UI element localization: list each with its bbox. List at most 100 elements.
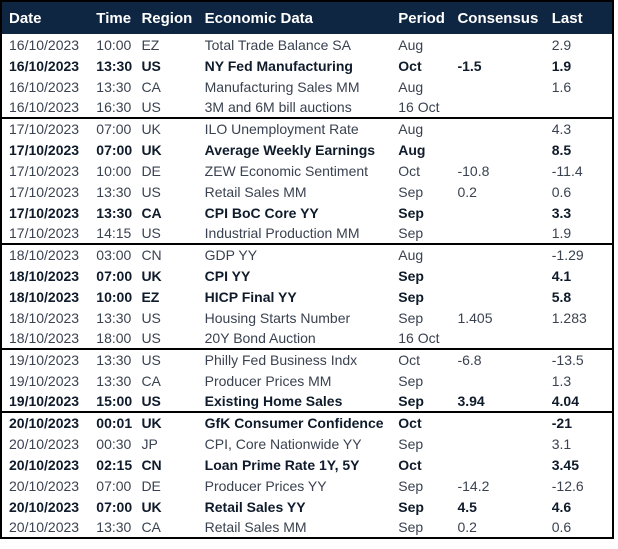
cell-time: 13:30 <box>96 519 132 535</box>
cell-time: 10:00 <box>96 162 132 179</box>
cell-consensus <box>457 139 551 160</box>
cell-time: 07:00 <box>96 498 133 515</box>
table-row: 17/10/2023 13:30 CA CPI BoC Core YY Sep 3.3 <box>1 202 613 223</box>
header-region: Region <box>141 9 193 27</box>
cell-last: 0.6 <box>551 183 572 200</box>
cell-region: US <box>141 183 161 200</box>
cell-time: 10:00 <box>96 288 133 305</box>
cell-date: 16/10/2023 <box>9 78 80 95</box>
cell-event: ILO Unemployment Rate <box>204 117 399 139</box>
cell-date: 20/10/2023 <box>1 411 97 433</box>
cell-last <box>552 97 613 118</box>
table-row: 20/10/2023 07:00 DE Producer Prices YY Sep -1… <box>1 475 613 496</box>
cell-last: 3.3 <box>551 204 572 221</box>
cell-date: 20/10/2023 <box>9 498 80 515</box>
cell-period: 16 Oct <box>398 330 440 346</box>
table-row: 20/10/2023 02:15 CN Loan Prime Rate 1Y, 5Y O… <box>1 454 613 475</box>
cell-time: 07:00 <box>96 267 133 284</box>
cell-last: 1.3 <box>551 372 572 389</box>
cell-time: 02:15 <box>96 456 133 473</box>
cell-last: 8.5 <box>551 141 572 158</box>
cell-date: 17/10/2023 <box>9 204 80 221</box>
cell-period: Aug <box>398 117 458 139</box>
header-row: Date Time Region Economic Data Period Co… <box>1 1 613 34</box>
cell-date: 20/10/2023 <box>9 456 80 473</box>
table-row: 18/10/2023 18:00 US 20Y Bond Auction 16 Oct <box>1 328 613 349</box>
cell-consensus: 3.94 <box>457 393 485 409</box>
table-row: 17/10/2023 13:30 US Retail Sales MM Sep 0.2 0.… <box>1 181 613 202</box>
cell-period: Oct <box>398 411 458 433</box>
cell-event: CPI YY <box>204 267 251 284</box>
cell-last: 1.283 <box>551 309 587 326</box>
cell-consensus: -1.5 <box>457 57 482 74</box>
cell-consensus <box>457 76 551 97</box>
table-row: 17/10/2023 07:00 UK Average Weekly Earnings… <box>1 139 613 160</box>
cell-event: CPI BoC Core YY <box>204 204 319 221</box>
cell-event: Philly Fed Business Indx <box>204 348 399 370</box>
cell-last: 4.6 <box>551 498 572 515</box>
cell-period: 16 Oct <box>398 99 440 115</box>
table-row: 18/10/2023 03:00 CN GDP YY Aug -1.29 <box>1 243 613 265</box>
cell-date: 17/10/2023 <box>1 117 97 139</box>
cell-date: 18/10/2023 <box>9 309 80 326</box>
cell-last: 0.6 <box>551 519 572 535</box>
cell-time: 13:30 <box>96 309 132 326</box>
cell-consensus <box>457 97 551 118</box>
cell-region: UK <box>141 267 162 284</box>
cell-region: DE <box>141 162 161 179</box>
cell-time: 07:00 <box>96 141 133 158</box>
table-row: 18/10/2023 07:00 UK CPI YY Sep 4.1 <box>1 265 613 286</box>
cell-period: Sep <box>398 204 424 221</box>
cell-date: 20/10/2023 <box>9 519 80 535</box>
cell-region: DE <box>141 477 161 494</box>
cell-consensus <box>457 454 551 475</box>
cell-last: 5.8 <box>551 288 572 305</box>
cell-consensus: 0.2 <box>457 519 477 535</box>
cell-date: 20/10/2023 <box>9 477 80 494</box>
cell-event: Existing Home Sales <box>204 393 343 409</box>
cell-consensus <box>457 243 552 265</box>
cell-consensus: -6.8 <box>457 348 552 370</box>
cell-region: UK <box>141 411 205 433</box>
cell-date: 19/10/2023 <box>1 348 97 370</box>
cell-date: 18/10/2023 <box>9 267 80 284</box>
table-row: 19/10/2023 15:00 US Existing Home Sales Sep 3… <box>1 391 613 412</box>
header-date: Date <box>9 9 42 27</box>
economic-calendar-table: Date Time Region Economic Data Period Co… <box>0 0 614 539</box>
cell-time: 07:00 <box>96 477 132 494</box>
cell-date: 19/10/2023 <box>9 393 80 409</box>
cell-event: GDP YY <box>204 243 399 265</box>
cell-time: 00:30 <box>96 435 132 452</box>
table-row: 18/10/2023 13:30 US Housing Starts Number Se… <box>1 307 613 328</box>
cell-region: UK <box>141 498 162 515</box>
table-row: 16/10/2023 16:30 US 3M and 6M bill auctions… <box>1 97 613 118</box>
cell-event: HICP Final YY <box>204 288 297 305</box>
cell-consensus <box>457 223 551 244</box>
cell-event: Manufacturing Sales MM <box>204 78 360 95</box>
cell-region: CA <box>141 372 161 389</box>
table-row: 17/10/2023 07:00 UK ILO Unemployment Rate Au… <box>1 117 613 139</box>
cell-last: 3.1 <box>551 435 572 452</box>
cell-event: CPI, Core Nationwide YY <box>204 435 362 452</box>
cell-period: Oct <box>398 456 422 473</box>
cell-date: 18/10/2023 <box>9 288 80 305</box>
cell-region: US <box>141 309 161 326</box>
cell-region: UK <box>141 141 162 158</box>
cell-last: 2.9 <box>551 36 572 53</box>
cell-region: US <box>141 393 161 409</box>
cell-consensus: -10.8 <box>457 162 490 179</box>
cell-region: CA <box>141 519 161 535</box>
cell-last: 4.1 <box>551 267 572 284</box>
cell-period: Sep <box>398 477 424 494</box>
cell-consensus <box>457 34 551 55</box>
cell-region: US <box>141 330 161 346</box>
cell-event: Average Weekly Earnings <box>204 141 376 158</box>
cell-consensus <box>457 411 552 433</box>
cell-region: EZ <box>141 36 160 53</box>
cell-event: GfK Consumer Confidence <box>204 411 399 433</box>
cell-last: 4.04 <box>551 393 579 409</box>
cell-time: 10:00 <box>96 36 132 53</box>
cell-date: 17/10/2023 <box>9 162 80 179</box>
cell-time: 13:30 <box>96 57 133 74</box>
cell-region: US <box>141 57 161 74</box>
